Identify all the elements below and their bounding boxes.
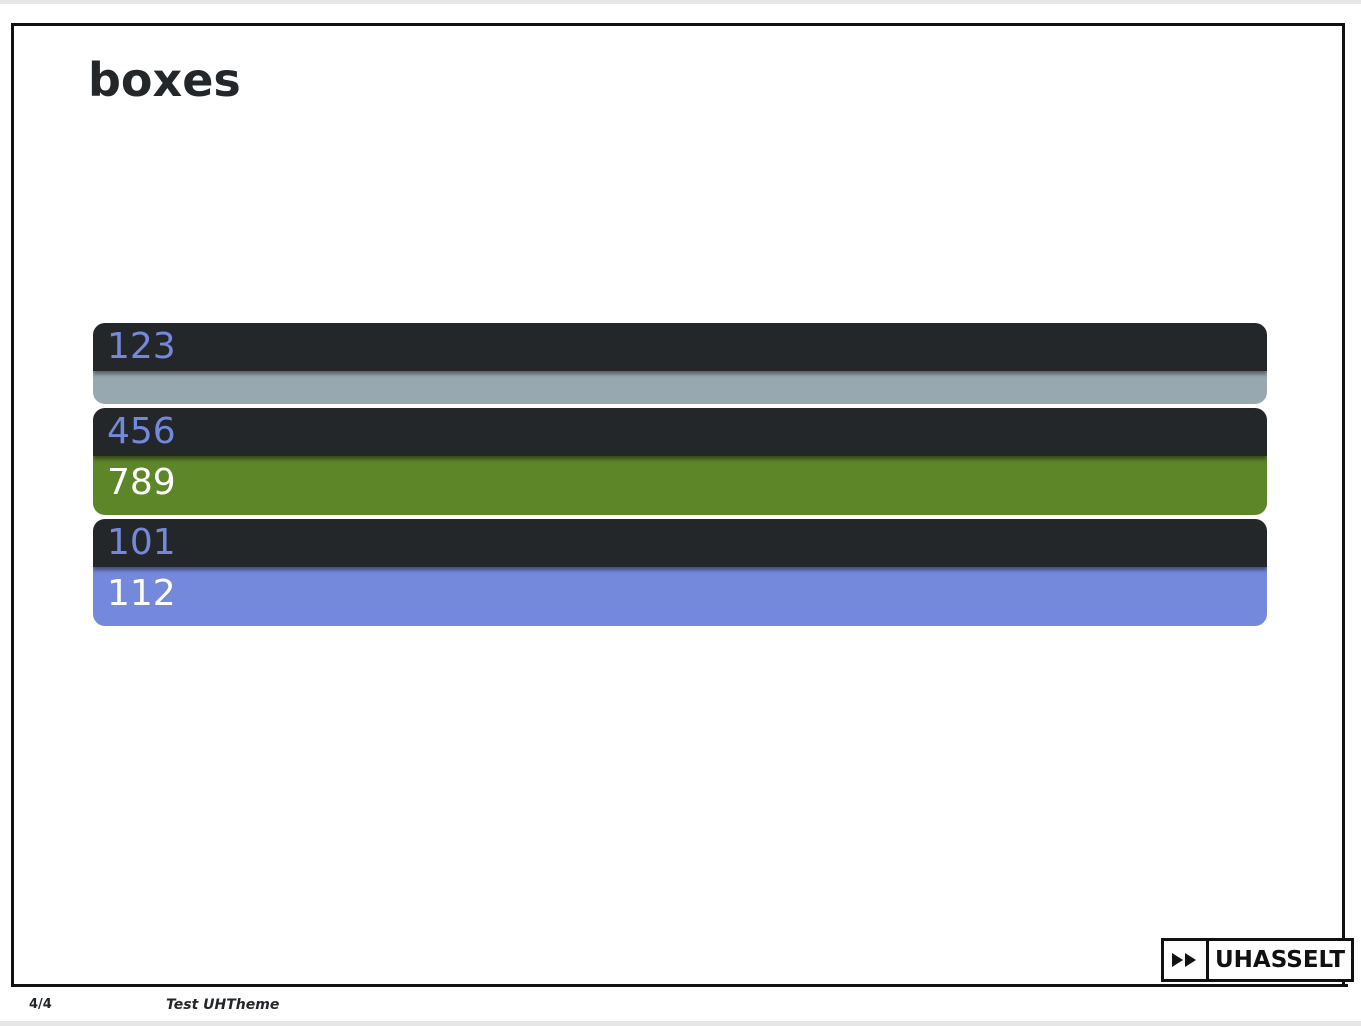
slide-title: boxes [88, 53, 241, 107]
block-body-text: 112 [107, 573, 176, 614]
slide-frame [11, 23, 1345, 985]
block-body-text: 789 [107, 462, 176, 503]
block-header: 123 [93, 323, 1267, 371]
block-header: 456 [93, 408, 1267, 456]
block-header-text: 101 [107, 522, 176, 563]
frame-bottom-rule [11, 984, 1348, 987]
page-bottom-edge [0, 1021, 1361, 1026]
block-body [93, 371, 1267, 404]
block-header-text: 123 [107, 326, 176, 367]
block-body: 112 [93, 567, 1267, 626]
block-box-2: 456 789 [93, 408, 1267, 515]
uhasselt-logo: UHASSELT [1161, 938, 1355, 982]
block-box-1: 123 [93, 323, 1267, 404]
page-number: 4/4 [29, 997, 52, 1012]
fast-forward-icon [1164, 941, 1209, 979]
block-box-3: 101 112 [93, 519, 1267, 626]
logo-text: UHASSELT [1215, 947, 1346, 973]
block-header-text: 456 [107, 411, 176, 452]
footer-presentation-title: Test UHTheme [166, 997, 280, 1013]
block-header: 101 [93, 519, 1267, 567]
block-body: 789 [93, 456, 1267, 515]
page-top-edge [0, 0, 1361, 4]
